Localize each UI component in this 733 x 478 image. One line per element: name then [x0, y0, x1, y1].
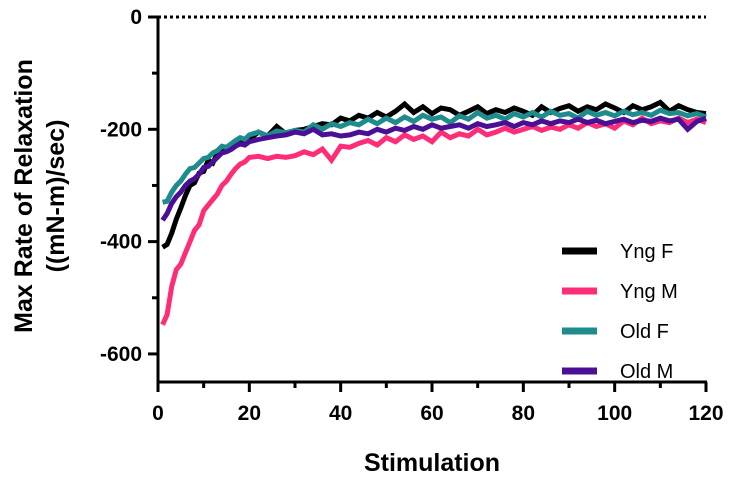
- legend: Yng F Yng M Old F Old M: [562, 241, 678, 383]
- series-line-old-m: [160, 115, 707, 222]
- series-line-old-f: [162, 107, 707, 205]
- x-tick-label: 120: [688, 402, 723, 425]
- series-line-yng-m: [160, 115, 707, 326]
- y-axis-title-line1: Max Rate of Relaxation: [10, 59, 38, 333]
- x-tick-label: 60: [420, 402, 443, 425]
- axes-layer: 0 -200 -400 -600 0 20 40 60 80 100 120: [100, 6, 724, 425]
- x-tick-label: 20: [238, 402, 261, 425]
- x-tick-label: 0: [152, 402, 164, 425]
- y-axis-title-line2: ((mN-m)/sec): [42, 120, 70, 273]
- series-layer: [160, 99, 707, 326]
- legend-label: Old F: [620, 321, 669, 343]
- x-tick-label: 40: [329, 402, 352, 425]
- legend-label: Old M: [620, 361, 673, 383]
- y-tick-label: 0: [130, 6, 142, 29]
- legend-label: Yng M: [620, 281, 678, 303]
- y-tick-label: -600: [100, 343, 142, 366]
- x-tick-label: 80: [512, 402, 535, 425]
- x-axis-title: Stimulation: [364, 449, 500, 477]
- x-tick-label: 100: [597, 402, 632, 425]
- y-tick-label: -200: [100, 118, 142, 141]
- y-tick-label: -400: [100, 231, 142, 254]
- legend-label: Yng F: [620, 241, 673, 263]
